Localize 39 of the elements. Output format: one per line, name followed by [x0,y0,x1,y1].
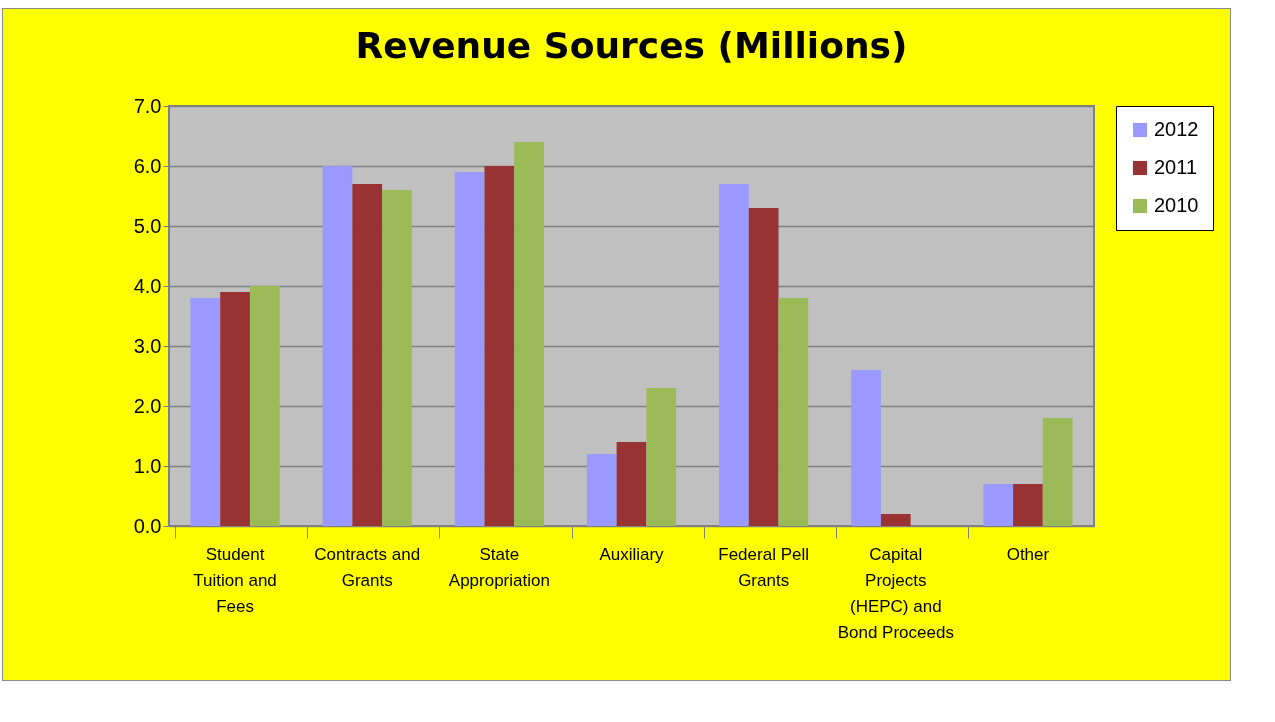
bar [1042,418,1073,526]
bar [190,298,221,526]
bar [880,514,911,526]
bar [249,286,280,526]
y-tick-label: 2.0 [133,394,162,417]
legend-label: 2012 [1154,118,1199,140]
bar [352,184,383,526]
x-tick-label: Student Tuition and Fees [193,544,277,616]
chart-title: Revenue Sources (Millions) [355,25,908,66]
legend-label: 2010 [1154,194,1199,216]
bar [322,166,353,526]
y-tick-label: 7.0 [133,94,162,117]
x-tick-label: Contracts and Grants [314,544,421,590]
legend-label: 2011 [1154,156,1198,178]
y-tick-label: 3.0 [133,334,162,357]
bar [983,484,1014,526]
y-tick-label: 4.0 [133,274,162,297]
bar [719,184,749,526]
bar [454,172,485,526]
bar [220,292,250,526]
y-tick-label: 0.0 [133,514,162,537]
bar [586,454,617,526]
bar [778,298,809,526]
y-tick-label: 1.0 [133,454,162,477]
x-tick-label: Other [1006,544,1050,564]
bar [1013,484,1043,526]
bar [616,442,647,526]
bar [484,166,515,526]
y-tick-label: 6.0 [133,154,162,177]
x-tick-label: Capital Projects (HEPC) and Bond Proceeds [837,544,954,642]
bar [851,370,881,526]
bar [748,208,779,526]
bar [646,388,677,526]
x-tick-label: Federal Pell Grants [718,544,809,590]
x-tick-label: State Appropriation [448,544,550,590]
x-tick-label: Auxiliary [599,544,665,564]
bar [514,142,544,526]
bar [382,190,412,526]
y-tick-label: 5.0 [133,214,162,237]
